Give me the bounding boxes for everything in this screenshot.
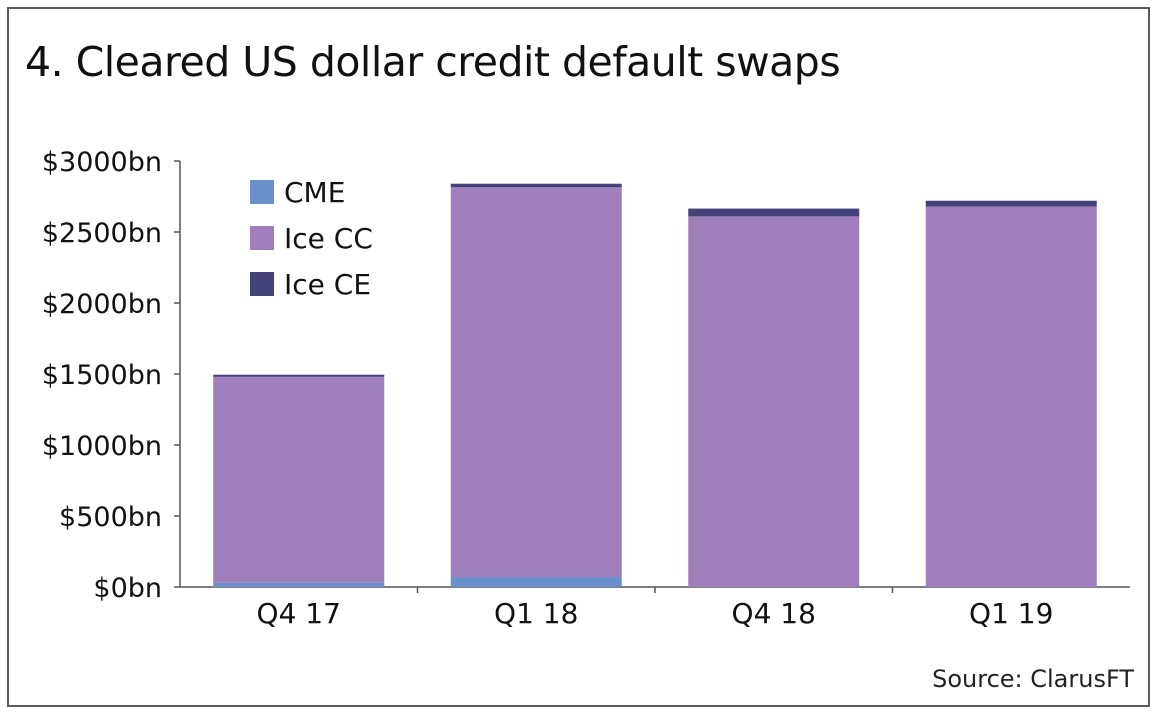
y-tick-label: $1500bn [42, 360, 162, 391]
y-tick-label: $1000bn [42, 431, 162, 462]
y-tick-label: $3000bn [42, 147, 162, 178]
x-tick-label: Q1 18 [494, 597, 578, 630]
bar-ice-ce-q4-17 [213, 374, 385, 377]
x-tick-label: Q1 19 [969, 597, 1053, 630]
legend-swatch-ice-cc [250, 226, 274, 250]
x-tick-label: Q4 18 [732, 597, 816, 630]
bar-ice-cc-q1-19 [925, 206, 1097, 587]
x-tick-label: Q4 17 [257, 597, 341, 630]
bar-ice-cc-q1-18 [450, 187, 622, 578]
bar-ice-ce-q1-18 [450, 183, 622, 188]
bar-ice-cc-q4-17 [213, 376, 385, 583]
bar-cme-q1-18 [450, 577, 622, 587]
y-tick-label: $2000bn [42, 289, 162, 320]
legend-label-cme: CME [284, 176, 345, 209]
y-tick-label: $2500bn [42, 218, 162, 249]
source-note: Source: ClarusFT [932, 665, 1134, 693]
bar-cme-q4-17 [213, 582, 385, 587]
legend-label-ice-ce: Ice CE [284, 268, 371, 301]
legend-label-ice-cc: Ice CC [284, 222, 373, 255]
bar-ice-ce-q4-18 [688, 208, 860, 217]
y-tick-label: $500bn [59, 502, 162, 533]
chart-title: 4. Cleared US dollar credit default swap… [25, 38, 841, 86]
bar-ice-ce-q1-19 [925, 200, 1097, 207]
y-tick-label: $0bn [93, 573, 162, 604]
legend-swatch-ice-ce [250, 272, 274, 296]
bar-ice-cc-q4-18 [688, 216, 860, 587]
legend-swatch-cme [250, 180, 274, 204]
